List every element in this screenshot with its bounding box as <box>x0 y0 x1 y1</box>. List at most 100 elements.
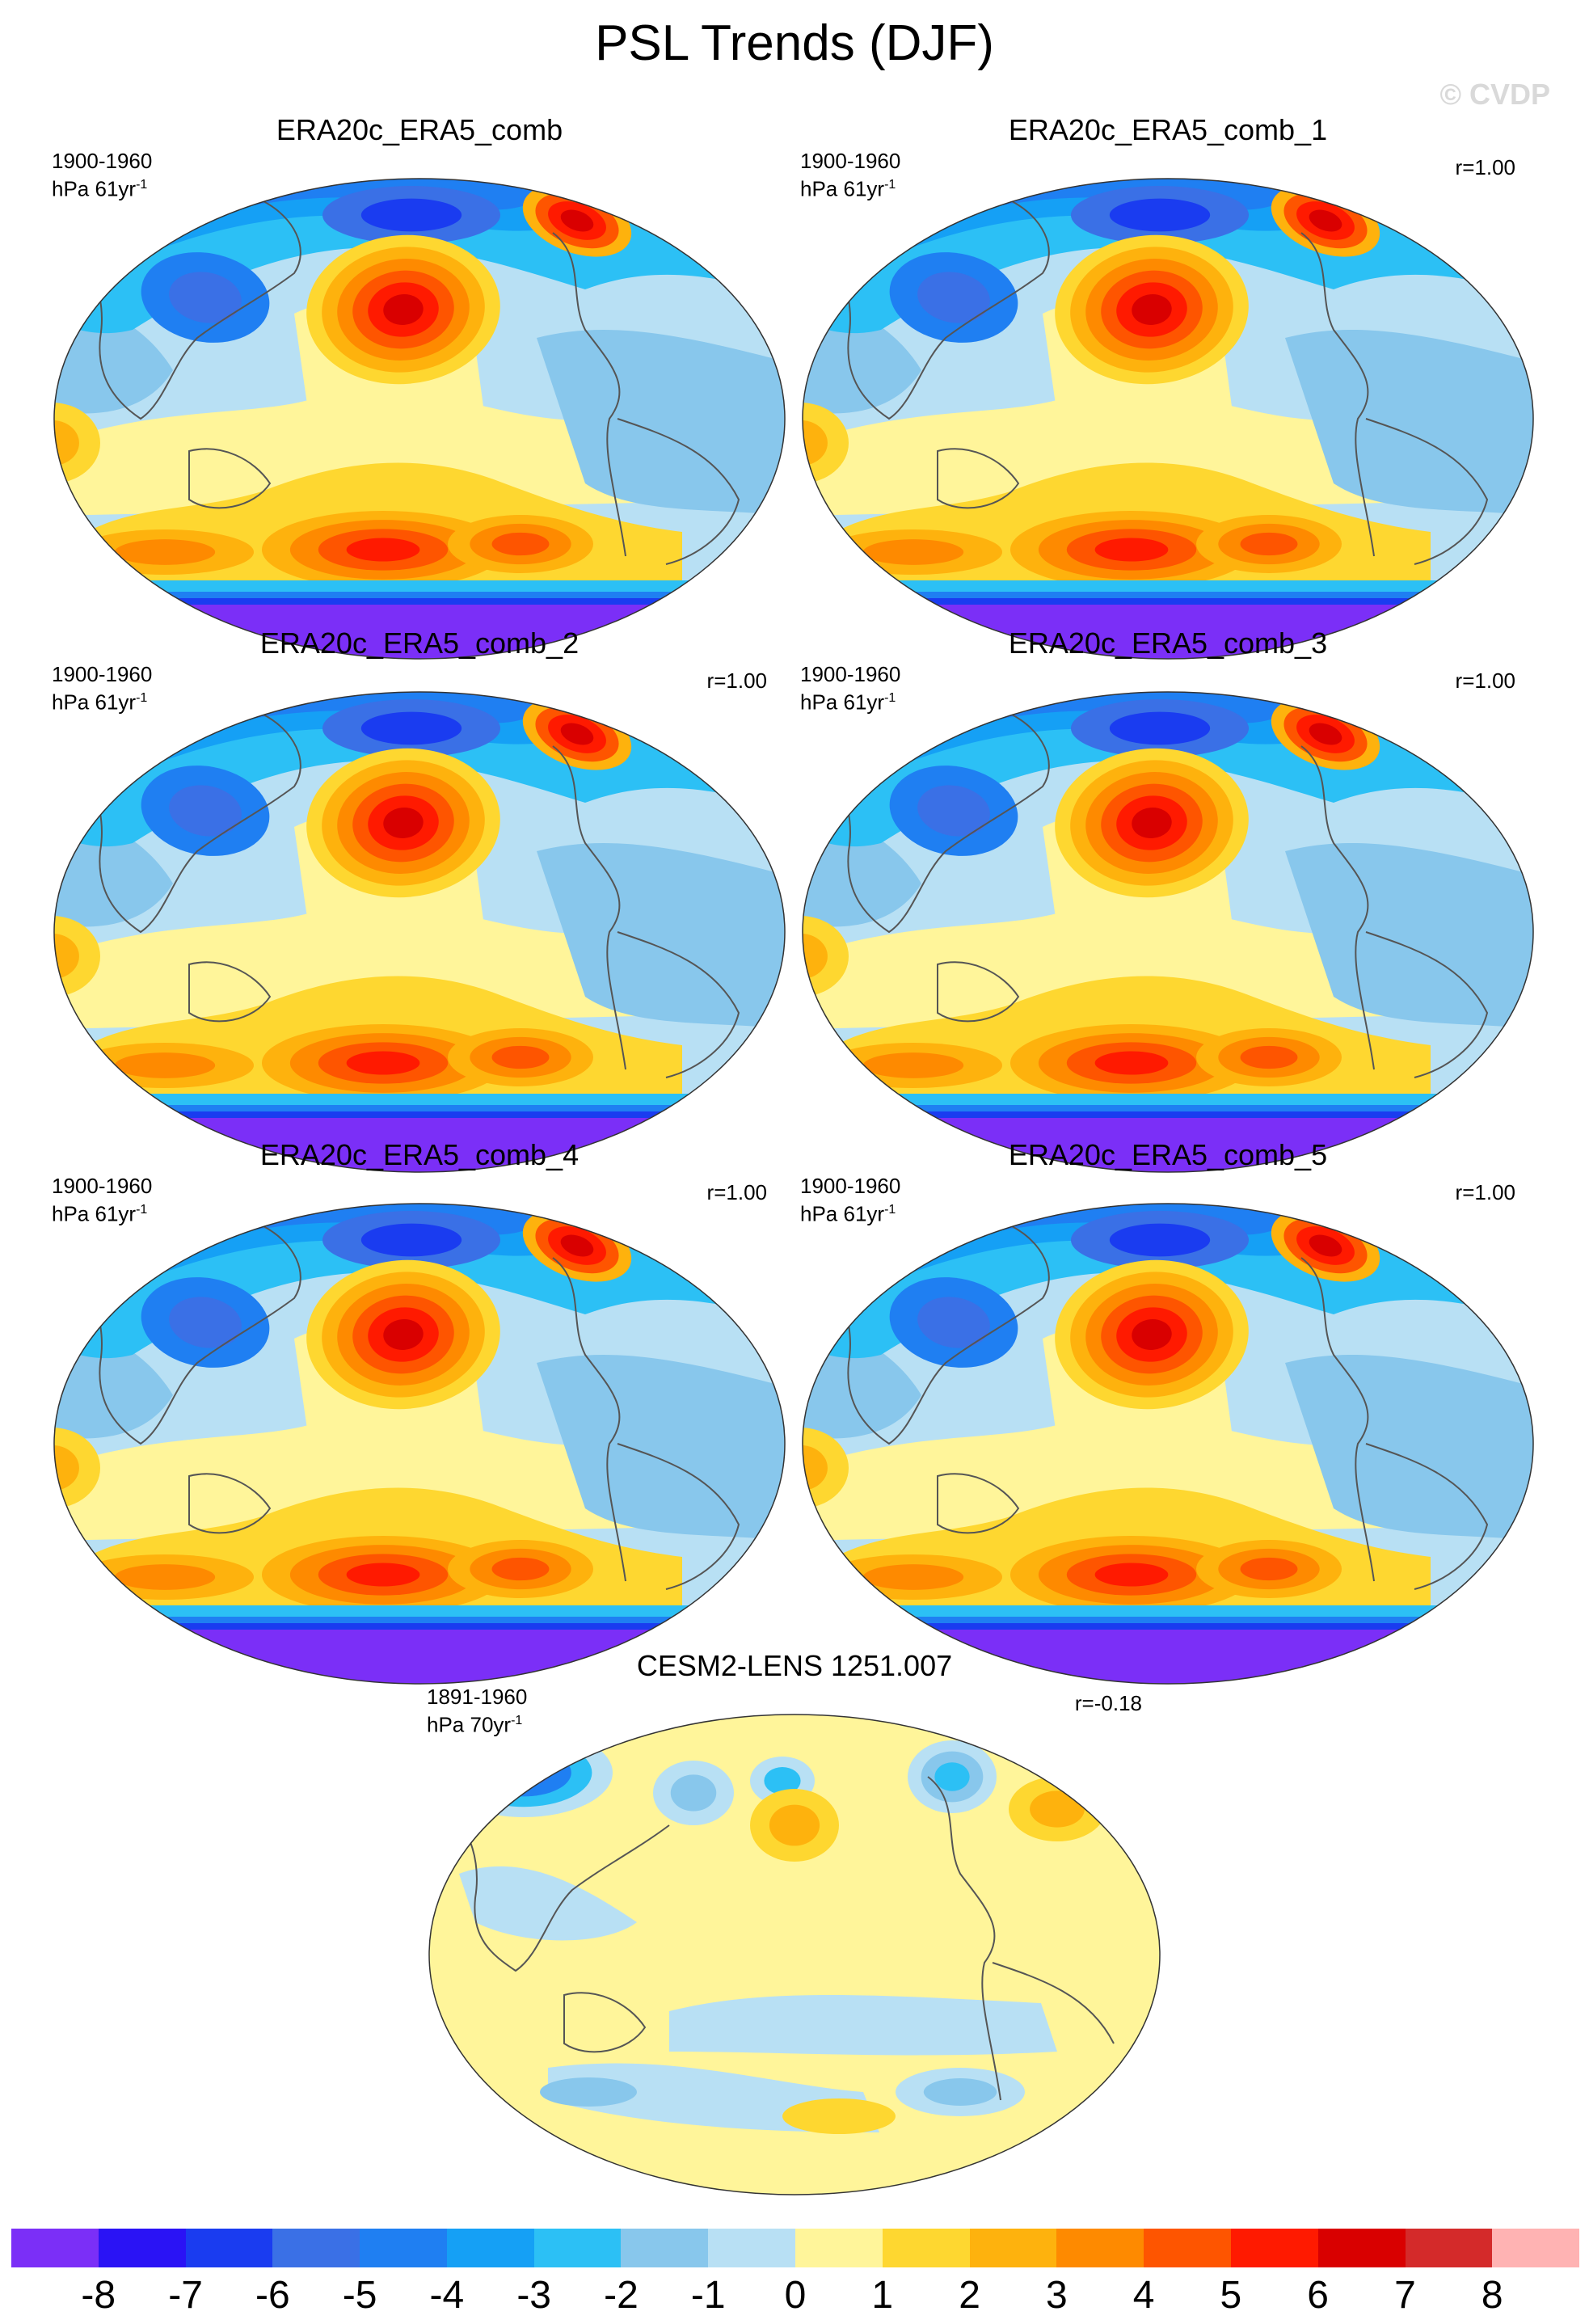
colorbar-swatch <box>1230 2229 1318 2267</box>
figure-title: PSL Trends (DJF) <box>595 15 994 71</box>
panel-period: 1900-1960 hPa 61yr-1 <box>800 1174 901 1226</box>
colorbar-swatch <box>11 2229 99 2267</box>
trend-contour <box>670 1774 717 1812</box>
map-panel: CESM2-LENS 1251.007 1891-1960 hPa 70yr-1… <box>427 1649 1162 2195</box>
trend-contour <box>54 1329 173 1439</box>
coastline <box>1365 1443 1489 1590</box>
trend-contour <box>491 1557 550 1581</box>
trend-contour <box>862 1564 964 1590</box>
coastline <box>188 448 272 509</box>
trend-contour <box>455 1738 592 1807</box>
trend-contour <box>114 539 216 565</box>
map-psl-trend <box>802 1203 1534 1685</box>
trend-contour <box>360 198 462 232</box>
map-panel: ERA20c_ERA5_comb_3 1900-1960 hPa 61yr-1 … <box>800 626 1536 1173</box>
coastline <box>188 1473 272 1534</box>
trend-contour <box>803 817 921 927</box>
trend-contour <box>346 1051 420 1075</box>
trend-contour <box>54 598 785 606</box>
coastline <box>992 1962 1115 2044</box>
map-outline <box>53 178 786 660</box>
map-outline <box>802 178 1534 660</box>
colorbar-tick-label: 8 <box>1481 2274 1503 2317</box>
coastline <box>552 232 626 557</box>
colorbar-swatch <box>1317 2229 1406 2267</box>
map-outline <box>428 1714 1161 2195</box>
colorbar-tick-label: -4 <box>429 2274 465 2317</box>
coastline <box>1300 232 1375 557</box>
panel-period: 1900-1960 hPa 61yr-1 <box>52 1174 153 1226</box>
trend-contour <box>1240 532 1298 556</box>
panel-period: 1900-1960 hPa 61yr-1 <box>52 149 153 201</box>
colorbar-swatch <box>98 2229 186 2267</box>
trend-contour <box>803 304 921 414</box>
trend-contour <box>669 1995 1057 2056</box>
trend-contour <box>560 723 594 745</box>
panel-correlation: r=1.00 <box>1455 155 1515 179</box>
colorbar-swatch <box>272 2229 360 2267</box>
coastline <box>188 961 272 1023</box>
trend-contour <box>803 1445 828 1491</box>
trend-contour <box>491 1045 550 1069</box>
trend-contour <box>1109 198 1211 232</box>
colorbar-tick-label: 7 <box>1394 2274 1416 2317</box>
trend-contour <box>169 785 242 837</box>
trend-contour <box>1109 711 1211 745</box>
trend-contour <box>1094 1563 1169 1587</box>
colorbar-swatch <box>1492 2229 1580 2267</box>
map-outline <box>802 1203 1534 1685</box>
map-outline <box>802 691 1534 1173</box>
colorbar-swatch <box>1144 2229 1231 2267</box>
colorbar-swatch <box>1056 2229 1144 2267</box>
trend-contour <box>803 1623 1533 1631</box>
trend-contour <box>54 403 100 483</box>
trend-contour <box>54 1111 785 1120</box>
panel-title: ERA20c_ERA5_comb <box>276 113 563 146</box>
colorbar-tick-label: -2 <box>604 2274 639 2317</box>
coastline <box>617 418 740 565</box>
colorbar-tick-label: 1 <box>871 2274 894 2317</box>
panel-correlation: r=1.00 <box>706 669 767 693</box>
trend-contour <box>1057 1744 1122 1777</box>
trend-contour <box>803 1428 849 1508</box>
map-panel: ERA20c_ERA5_comb_1 1900-1960 hPa 61yr-1 … <box>800 113 1536 660</box>
trend-contour <box>1309 723 1342 745</box>
coastline <box>807 1225 1050 1445</box>
coastline <box>617 1443 740 1590</box>
colorbar-swatch <box>360 2229 447 2267</box>
trend-contour <box>54 304 173 414</box>
trend-contour <box>1240 1557 1298 1581</box>
map-psl-trend <box>802 178 1534 660</box>
colorbar-tick-labels: -8 -7 -6 -5 -4 -3 -2 -1 0 1 2 3 4 5 6 7 8 <box>0 2273 1589 2322</box>
colorbar-swatch <box>882 2229 970 2267</box>
trend-contour <box>1132 1318 1172 1351</box>
trend-contour <box>114 1564 216 1590</box>
trend-contour <box>537 330 785 516</box>
trend-contour <box>560 209 594 232</box>
coastline <box>937 1473 1020 1534</box>
colorbar <box>11 2229 1580 2267</box>
coastline <box>617 931 740 1078</box>
panel-period: 1891-1960 hPa 70yr-1 <box>427 1685 528 1737</box>
panel-correlation: r=1.00 <box>1455 1180 1515 1204</box>
coastline <box>937 448 1020 509</box>
trend-contour <box>803 1111 1533 1120</box>
trend-contour <box>169 272 242 323</box>
trend-contour <box>360 1223 462 1257</box>
panel-correlation: r=1.00 <box>1455 669 1515 693</box>
panel-title: ERA20c_ERA5_comb_2 <box>259 626 580 660</box>
trend-contour <box>383 1318 424 1351</box>
trend-contour <box>383 293 424 326</box>
trend-contour <box>917 1297 990 1348</box>
coastline <box>59 200 301 420</box>
trend-contour <box>491 532 550 556</box>
trend-contour <box>1094 538 1169 562</box>
colorbar-swatch <box>795 2229 883 2267</box>
trend-contour <box>1285 330 1533 516</box>
coastline <box>807 713 1050 934</box>
trend-contour <box>1285 843 1533 1029</box>
panel-title: ERA20c_ERA5_comb_5 <box>1008 1138 1328 1171</box>
colorbar-swatch <box>533 2229 622 2267</box>
map-panel: ERA20c_ERA5_comb_5 1900-1960 hPa 61yr-1 … <box>800 1138 1536 1685</box>
coastline <box>1300 745 1375 1070</box>
